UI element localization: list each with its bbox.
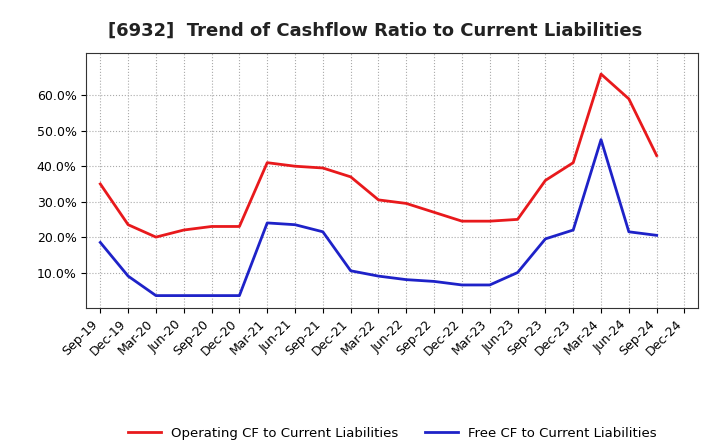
Free CF to Current Liabilities	[624, 229, 633, 235]
Free CF to Current Liabilities	[124, 273, 132, 279]
Operating CF to Current Liabilities	[374, 197, 383, 202]
Free CF to Current Liabilities	[597, 137, 606, 142]
Free CF to Current Liabilities	[652, 233, 661, 238]
Line: Operating CF to Current Liabilities: Operating CF to Current Liabilities	[100, 74, 657, 237]
Free CF to Current Liabilities	[291, 222, 300, 227]
Free CF to Current Liabilities	[402, 277, 410, 282]
Free CF to Current Liabilities	[318, 229, 327, 235]
Operating CF to Current Liabilities	[513, 217, 522, 222]
Operating CF to Current Liabilities	[346, 174, 355, 180]
Operating CF to Current Liabilities	[318, 165, 327, 171]
Legend: Operating CF to Current Liabilities, Free CF to Current Liabilities: Operating CF to Current Liabilities, Fre…	[122, 422, 662, 440]
Operating CF to Current Liabilities	[235, 224, 243, 229]
Operating CF to Current Liabilities	[541, 178, 550, 183]
Free CF to Current Liabilities	[458, 282, 467, 288]
Operating CF to Current Liabilities	[179, 227, 188, 233]
Free CF to Current Liabilities	[346, 268, 355, 273]
Line: Free CF to Current Liabilities: Free CF to Current Liabilities	[100, 139, 657, 296]
Operating CF to Current Liabilities	[124, 222, 132, 227]
Operating CF to Current Liabilities	[485, 219, 494, 224]
Free CF to Current Liabilities	[569, 227, 577, 233]
Free CF to Current Liabilities	[541, 236, 550, 242]
Free CF to Current Liabilities	[179, 293, 188, 298]
Operating CF to Current Liabilities	[96, 181, 104, 187]
Free CF to Current Liabilities	[513, 270, 522, 275]
Free CF to Current Liabilities	[96, 240, 104, 245]
Free CF to Current Liabilities	[235, 293, 243, 298]
Operating CF to Current Liabilities	[207, 224, 216, 229]
Operating CF to Current Liabilities	[291, 164, 300, 169]
Free CF to Current Liabilities	[263, 220, 271, 226]
Operating CF to Current Liabilities	[458, 219, 467, 224]
Free CF to Current Liabilities	[207, 293, 216, 298]
Operating CF to Current Liabilities	[569, 160, 577, 165]
Operating CF to Current Liabilities	[402, 201, 410, 206]
Free CF to Current Liabilities	[485, 282, 494, 288]
Text: [6932]  Trend of Cashflow Ratio to Current Liabilities: [6932] Trend of Cashflow Ratio to Curren…	[108, 22, 642, 40]
Operating CF to Current Liabilities	[624, 96, 633, 102]
Free CF to Current Liabilities	[152, 293, 161, 298]
Operating CF to Current Liabilities	[430, 209, 438, 215]
Operating CF to Current Liabilities	[152, 235, 161, 240]
Free CF to Current Liabilities	[430, 279, 438, 284]
Operating CF to Current Liabilities	[263, 160, 271, 165]
Free CF to Current Liabilities	[374, 273, 383, 279]
Operating CF to Current Liabilities	[597, 71, 606, 77]
Operating CF to Current Liabilities	[652, 153, 661, 158]
